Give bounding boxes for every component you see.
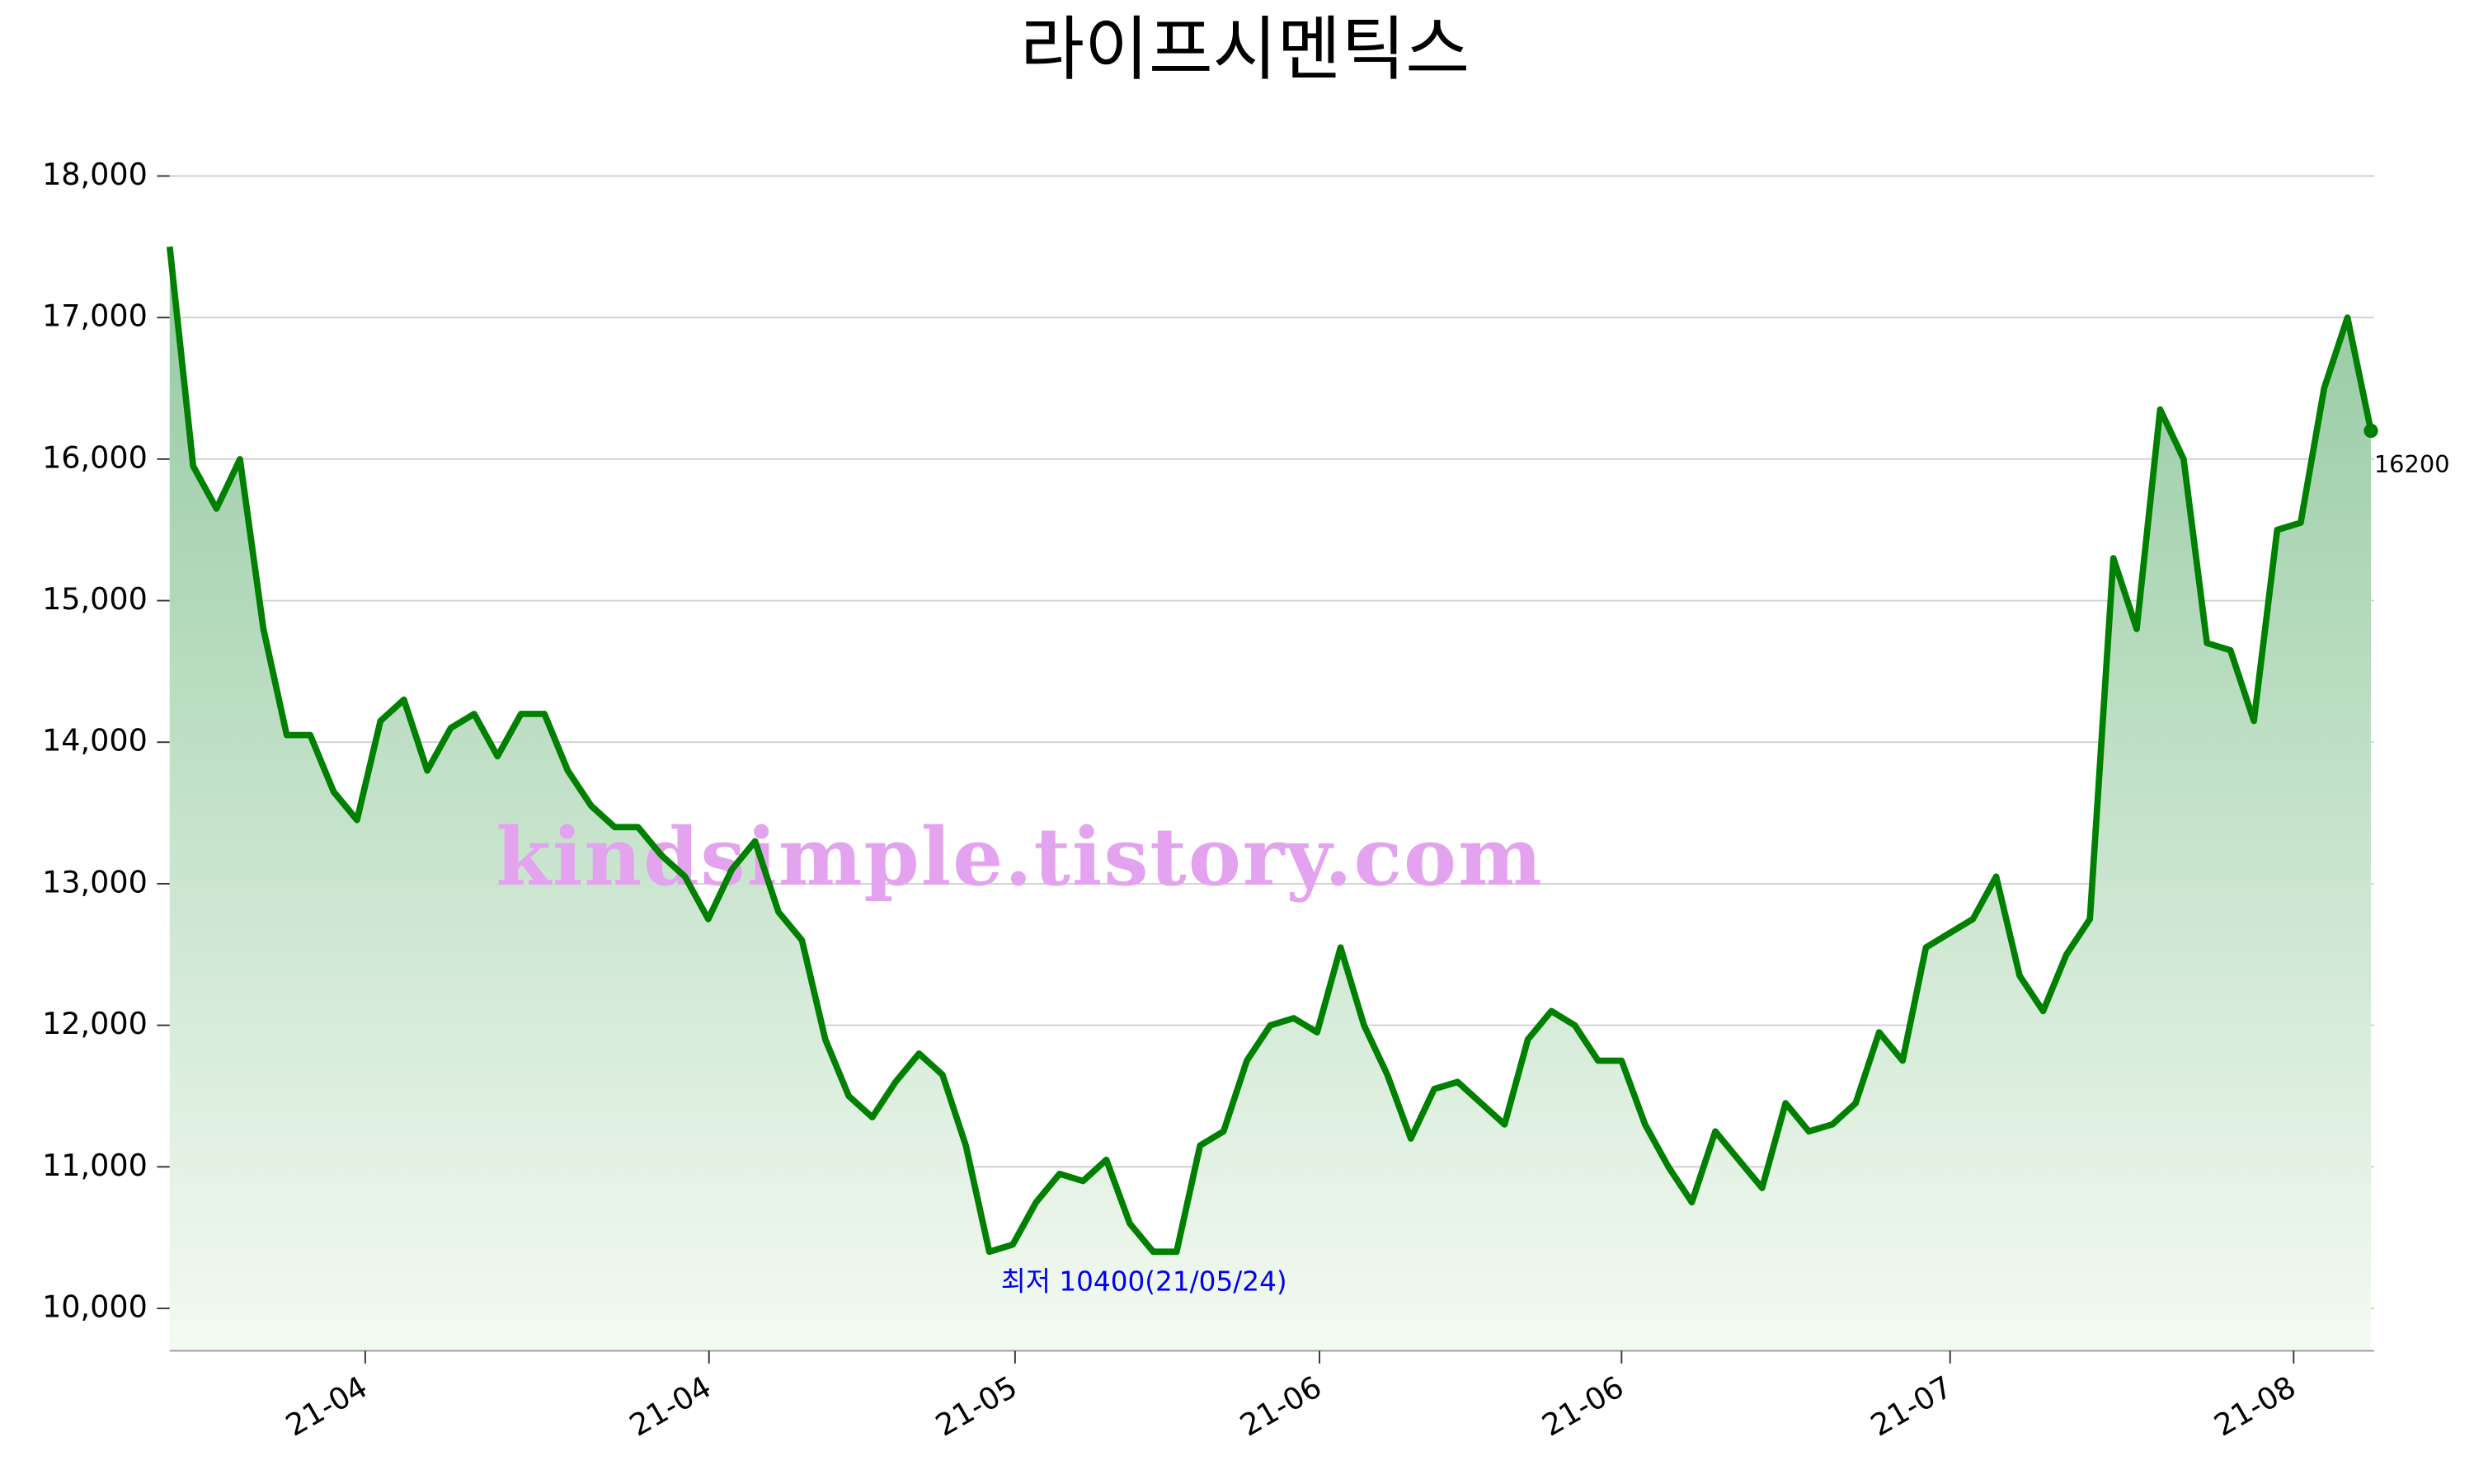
y-tick-label: 18,000 [42, 157, 148, 192]
y-tick-label: 11,000 [42, 1148, 148, 1183]
x-tick-label: 21-04 [623, 1369, 717, 1443]
area [169, 247, 2371, 1351]
y-tick-label: 10,000 [42, 1289, 148, 1324]
y-tick-label: 13,000 [42, 864, 148, 899]
x-tick-label: 21-05 [929, 1369, 1023, 1443]
y-tick-label: 14,000 [42, 723, 148, 758]
min-annotation: 최저 10400(21/05/24) [1001, 1266, 1287, 1298]
x-tick-label: 21-06 [1536, 1369, 1630, 1443]
y-tick-label: 15,000 [42, 581, 148, 617]
x-tick-label: 21-04 [280, 1369, 373, 1443]
x-tick-label: 21-07 [1865, 1369, 1958, 1443]
x-tick-label: 21-06 [1234, 1369, 1327, 1443]
last-value-label: 16200 [2374, 450, 2450, 478]
line [166, 246, 2374, 1256]
watermark: kindsimple.tistory.com [496, 810, 1543, 904]
last-point [2363, 423, 2378, 439]
y-tick-label: 16,000 [42, 439, 148, 475]
chart-title: 라이프시멘틱스 [1020, 8, 1470, 90]
y-tick-label: 17,000 [42, 298, 148, 334]
y-tick-label: 12,000 [42, 1006, 148, 1041]
x-tick-label: 21-08 [2208, 1369, 2302, 1443]
